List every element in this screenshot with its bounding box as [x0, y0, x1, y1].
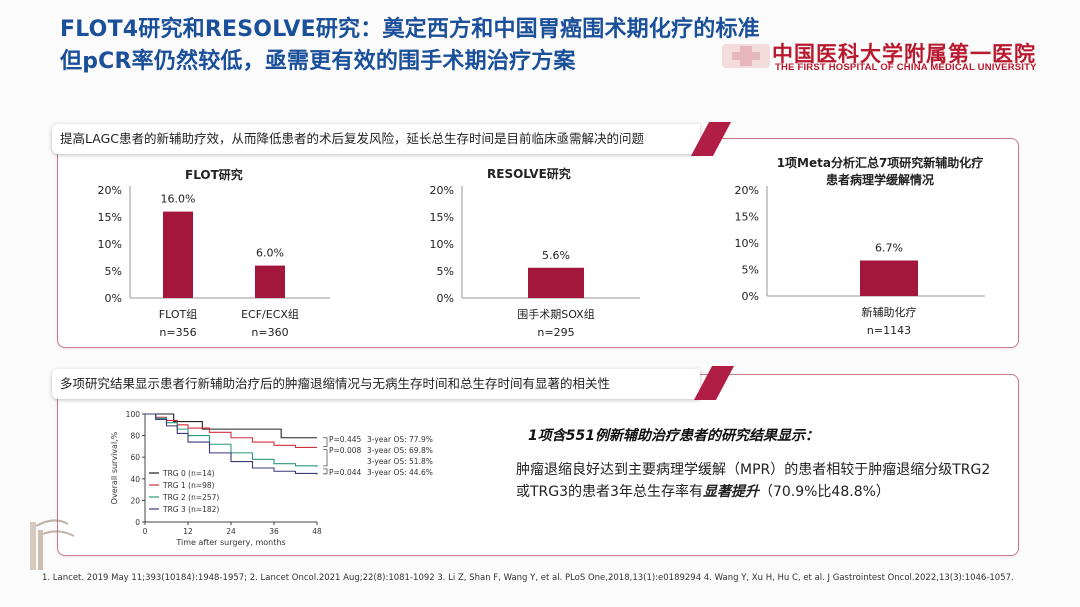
- p-value-label: P=0.008: [329, 446, 362, 455]
- km-series-line-0: [145, 413, 317, 439]
- legend-label: TRG 2 (n=257): [162, 493, 219, 502]
- chart1-title: FLOT研究: [185, 168, 243, 182]
- bar-2: [255, 265, 285, 298]
- n-label: n=360: [251, 326, 288, 339]
- km-series-line-1: [145, 413, 317, 449]
- bar-charts-panel: [57, 138, 1019, 348]
- os-label: 3-year OS: 77.9%: [367, 435, 433, 444]
- km-x-tick-label: 36: [269, 527, 279, 536]
- km-x-tick-label: 48: [312, 527, 322, 536]
- y-tick-label: 0%: [742, 290, 759, 303]
- category-label: 新辅助化疗: [862, 305, 917, 319]
- chart3-title: 1项Meta分析汇总7项研究新辅助化疗 患者病理学缓解情况: [760, 155, 1000, 189]
- chart3-title-line2: 患者病理学缓解情况: [825, 173, 934, 187]
- y-tick-label: 20%: [98, 184, 122, 197]
- km-y-tick-label: 60: [130, 453, 140, 462]
- bar-1: [163, 211, 193, 298]
- y-tick-label: 10%: [430, 238, 454, 251]
- bar-1: [528, 267, 584, 298]
- y-tick-label: 10%: [735, 237, 759, 250]
- legend-label: TRG 0 (n=14): [162, 469, 215, 478]
- os-label: 3-year OS: 51.8%: [367, 457, 433, 466]
- findings-emphasis: 显著提升: [702, 484, 759, 500]
- km-y-tick-label: 80: [130, 432, 140, 441]
- references: 1. Lancet. 2019 May 11;393(10184):1948-1…: [42, 573, 1014, 583]
- data-label: 16.0%: [161, 193, 196, 206]
- y-tick-label: 10%: [98, 238, 122, 251]
- os-label: 3-year OS: 44.6%: [367, 468, 433, 477]
- km-x-tick-label: 12: [183, 527, 193, 536]
- category-label: 围手术期SOX组: [517, 307, 594, 321]
- y-tick-label: 0%: [437, 292, 454, 305]
- km-y-tick-label: 0: [135, 518, 140, 527]
- bar-chart-3: 0% 5% 10% 15% 20% 6.7% 新辅助化疗 n=1143: [735, 184, 985, 337]
- logo-en-text: THE FIRST HOSPITAL OF CHINA MEDICAL UNIV…: [775, 62, 1037, 73]
- bamboo-decoration-icon: [30, 519, 75, 570]
- km-series-line-3: [145, 413, 318, 475]
- title-line-1: FLOT4研究和RESOLVE研究：奠定西方和中国胃癌围术期化疗的标准: [60, 17, 760, 42]
- y-tick-label: 15%: [735, 211, 759, 224]
- chart3-title-line1: 1项Meta分析汇总7项研究新辅助化疗: [776, 156, 984, 170]
- data-label: 6.7%: [875, 241, 903, 254]
- km-x-tick-label: 24: [226, 527, 236, 536]
- legend-label: TRG 1 (n=98): [162, 481, 215, 490]
- km-survival-chart: 0 20 40 60 80 100 0 12 24 36 48 Time after surgery,…: [110, 410, 433, 547]
- chart2-title: RESOLVE研究: [487, 167, 571, 181]
- findings-title: 1项含551例新辅助治疗患者的研究结果显示：: [528, 428, 819, 444]
- y-tick-label: 15%: [98, 211, 122, 224]
- y-tick-label: 20%: [735, 184, 759, 197]
- km-y-tick-label: 100: [126, 410, 141, 419]
- bar-chart-2: 0% 5% 10% 15% 20% 5.6% 围手术期SOX组 n=295: [430, 184, 640, 339]
- km-x-axis-label: Time after surgery, months: [175, 538, 285, 547]
- findings-body-part1: 肿瘤退缩良好达到主要病理学缓解（MPR）的患者相较于肿瘤退缩分级TRG2或TRG…: [516, 462, 991, 500]
- n-label: n=356: [159, 326, 196, 339]
- y-tick-label: 15%: [430, 211, 454, 224]
- annotation-bracket: [323, 468, 328, 475]
- y-tick-label: 5%: [742, 264, 759, 277]
- y-tick-label: 5%: [437, 265, 454, 278]
- y-tick-label: 20%: [430, 184, 454, 197]
- p-value-label: P=0.044: [329, 468, 362, 477]
- n-label: n=1143: [867, 324, 911, 337]
- hospital-logo-icon: [722, 44, 770, 68]
- data-label: 6.0%: [256, 247, 284, 260]
- annotation-bracket: [323, 449, 328, 467]
- n-label: n=295: [537, 326, 574, 339]
- km-y-tick-label: 20: [130, 496, 140, 505]
- category-label: FLOT组: [159, 307, 197, 321]
- page-title: FLOT4研究和RESOLVE研究：奠定西方和中国胃癌围术期化疗的标准 但pCR…: [60, 14, 760, 78]
- km-x-tick-label: 0: [143, 527, 148, 536]
- bar-1: [860, 260, 918, 296]
- findings-body: 肿瘤退缩良好达到主要病理学缓解（MPR）的患者相较于肿瘤退缩分级TRG2或TRG…: [516, 459, 996, 503]
- legend-label: TRG 3 (n=182): [162, 505, 219, 514]
- findings-body-part2: （70.9%比48.8%）: [758, 484, 890, 500]
- km-y-tick-label: 40: [130, 475, 140, 484]
- bar-chart-1: 0% 5% 10% 15% 20% 16.0% FLOT组 n=356 6.0% ECF/ECX组…: [98, 184, 330, 339]
- logo-cn-text: 中国医科大学附属第一医院: [772, 41, 1036, 66]
- p-value-label: P=0.445: [329, 435, 362, 444]
- section1-header: 提高LAGC患者的新辅助疗效，从而降低患者的术后复发风险，延长总生存时间是目前临…: [52, 124, 700, 154]
- annotation-bracket: [323, 437, 328, 448]
- os-label: 3-year OS: 69.8%: [367, 446, 433, 455]
- section2-header: 多项研究结果显示患者行新辅助治疗后的肿瘤退缩情况与无病生存时间和总生存时间有显著…: [52, 369, 700, 399]
- data-label: 5.6%: [542, 249, 570, 262]
- category-label: ECF/ECX组: [241, 307, 299, 321]
- km-y-axis-label: Overall survival,%: [110, 431, 119, 504]
- y-tick-label: 0%: [105, 292, 122, 305]
- y-tick-label: 5%: [105, 265, 122, 278]
- title-line-2: 但pCR率仍然较低，亟需更有效的围手术期治疗方案: [60, 49, 576, 74]
